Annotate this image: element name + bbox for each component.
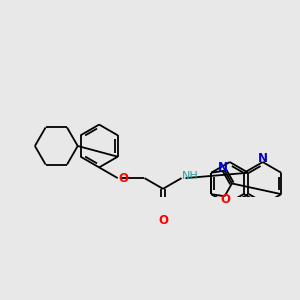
Text: O: O: [158, 214, 168, 226]
Text: N: N: [218, 161, 228, 174]
Text: NH: NH: [182, 171, 199, 181]
Text: N: N: [258, 152, 268, 165]
Text: O: O: [118, 172, 128, 184]
Text: O: O: [220, 193, 230, 206]
